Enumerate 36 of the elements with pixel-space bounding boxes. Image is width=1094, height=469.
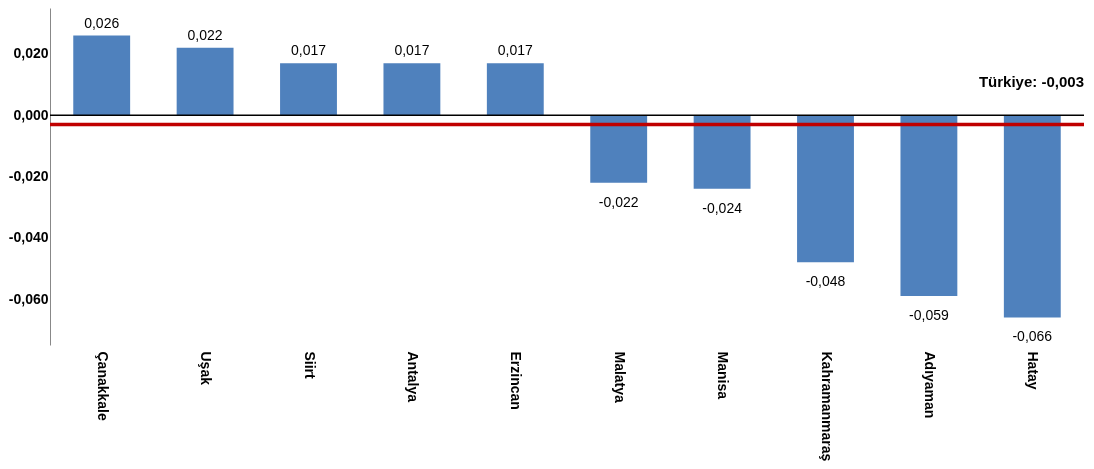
data-label: 0,026 — [84, 14, 120, 31]
x-tick-label: Adıyaman — [921, 351, 938, 419]
x-tick-label: Uşak — [198, 351, 215, 386]
bar — [280, 63, 337, 116]
y-tick-label: 0,020 — [13, 45, 49, 62]
data-label: -0,024 — [702, 199, 743, 216]
y-tick-label: 0,000 — [13, 106, 49, 123]
bar — [73, 35, 131, 116]
data-label: -0,059 — [909, 306, 949, 323]
x-tick-label: Kahramanmaraş — [818, 351, 835, 462]
y-tick-label: -0,020 — [8, 168, 49, 184]
bar — [693, 115, 751, 189]
x-tick-label: Malatya — [611, 351, 628, 404]
y-tick-label: -0,060 — [8, 290, 49, 307]
x-tick-label: Manisa — [715, 351, 732, 400]
x-tick-label: Erzincan — [508, 351, 525, 410]
bar — [590, 115, 648, 183]
data-label: 0,017 — [290, 42, 327, 59]
y-tick-label: -0,040 — [8, 229, 49, 246]
data-label: 0,017 — [497, 42, 534, 59]
bar — [486, 63, 544, 116]
bar — [797, 115, 854, 263]
bar — [176, 47, 234, 116]
bar — [900, 115, 958, 296]
bar — [1003, 115, 1061, 318]
ref-line-label: Türkiye: -0,003 — [978, 73, 1084, 91]
x-tick-label: Siirt — [301, 351, 318, 380]
data-label: -0,022 — [598, 193, 639, 210]
data-label: -0,048 — [805, 273, 846, 290]
x-tick-label: Hatay — [1025, 351, 1042, 390]
data-label: -0,066 — [1012, 328, 1053, 345]
x-tick-label: Antalya — [404, 351, 421, 403]
data-label: 0,017 — [394, 42, 430, 59]
x-tick-label: Çanakkale — [94, 351, 111, 421]
data-label: 0,022 — [187, 26, 223, 43]
bar — [383, 63, 441, 116]
